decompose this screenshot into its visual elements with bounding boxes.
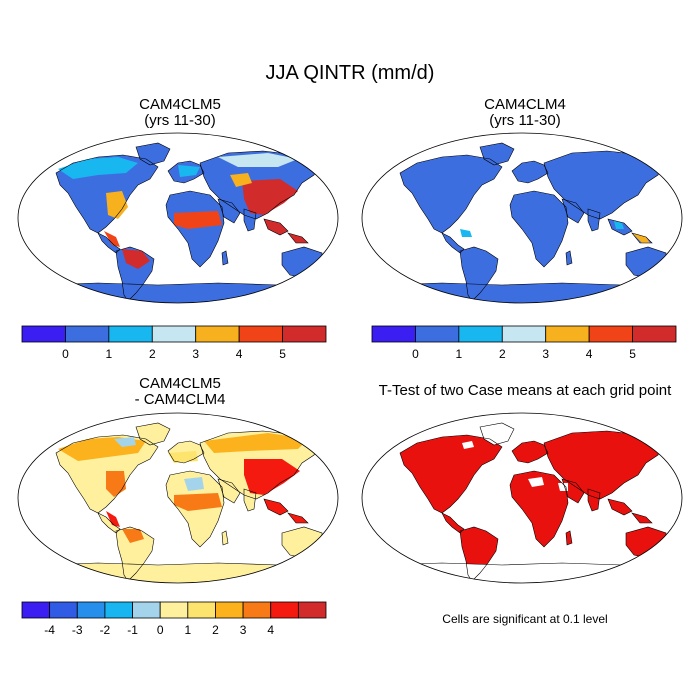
colorbar-diff-tick-label: 2	[212, 623, 219, 637]
colorbar-left-swatch	[151, 325, 197, 343]
patch-red-central-america	[104, 231, 120, 247]
patch-nonsig-greenland	[480, 423, 514, 445]
colorbar-diff-swatch	[270, 601, 299, 619]
colorbar-left-swatch	[282, 325, 327, 343]
panel-title-top-left: CAM4CLM5 (yrs 11-30)	[50, 97, 310, 129]
colorbar-left-tick-label: 5	[279, 347, 286, 361]
colorbar-right-swatch	[501, 325, 547, 343]
patch-red-central-america	[106, 511, 120, 527]
panel-title-top-right-line2: (yrs 11-30)	[489, 112, 561, 129]
patch-nonsig-arctic	[462, 441, 474, 449]
colorbar-diff-swatch	[21, 601, 51, 619]
panel-title-top-left-line1: CAM4CLM5	[139, 96, 221, 113]
colorbar-right-tick-label: 2	[499, 347, 506, 361]
colorbar-left-swatch	[195, 325, 240, 343]
colorbar-right: 0 1 2 3 4 5	[371, 325, 677, 361]
globe-outline	[17, 132, 339, 304]
colorbar-right-tick-label: 1	[456, 347, 463, 361]
colorbar-diff-swatch	[242, 601, 272, 619]
colorbar-right-swatch	[588, 325, 633, 343]
colorbar-left-tick-label: 3	[192, 347, 199, 361]
colorbar-left-swatch	[65, 325, 110, 343]
panel-title-top-right-line1: CAM4CLM4	[484, 96, 566, 113]
colorbar-diff-swatch	[297, 601, 327, 619]
patch-yellow-europe	[168, 451, 198, 463]
patch-orange-indonesia	[632, 233, 650, 243]
patch-orange-siberia	[204, 433, 308, 453]
colorbar-left-tick-label: 1	[106, 347, 113, 361]
globe-outline	[361, 412, 683, 584]
patch-orange-amazon	[122, 529, 144, 543]
patch-orange-sahel	[174, 493, 222, 511]
colorbar-diff-tick-label: 4	[267, 623, 274, 637]
colorbar-diff-swatch	[159, 601, 189, 619]
patch-red-indonesia	[264, 219, 308, 243]
colorbar-right-swatch	[545, 325, 590, 343]
panel-title-bottom-left-line1: CAM4CLM5	[139, 375, 221, 392]
colorbar-right-swatch	[632, 325, 677, 343]
patch-red-indonesia	[264, 499, 308, 523]
patch-red-sahel	[174, 211, 222, 229]
patch-orange-us	[106, 191, 128, 219]
patch-light-sea	[614, 221, 624, 229]
colorbar-diff-tick-label: 1	[184, 623, 191, 637]
colorbar-diff-tick-label: 3	[240, 623, 247, 637]
colorbar-diff: -4 -3 -2 -1 0 1 2 3 4	[21, 601, 327, 637]
colorbar-left: 0 1 2 3 4 5	[21, 325, 327, 361]
significance-note: Cells are significant at 0.1 level	[442, 612, 608, 626]
patch-red-amazon	[122, 249, 150, 269]
colorbar-left-swatch	[108, 325, 153, 343]
patch-pale-siberia	[218, 153, 298, 167]
panel-title-top-left-line2: (yrs 11-30)	[144, 112, 216, 129]
colorbar-right-tick-label: 4	[586, 347, 593, 361]
colorbar-right-swatch	[415, 325, 460, 343]
colorbar-diff-swatch	[215, 601, 244, 619]
patch-light-eu	[178, 165, 200, 177]
panel-title-bottom-left-line2: - CAM4CLM4	[134, 391, 226, 408]
globe-outline	[361, 132, 683, 304]
colorbar-diff-tick-label: -1	[127, 623, 138, 637]
colorbar-diff-tick-label: -3	[72, 623, 83, 637]
map-bottom-left	[17, 412, 339, 584]
colorbar-right-tick-label: 3	[542, 347, 549, 361]
patch-light-caribbean	[460, 229, 472, 237]
colorbar-diff-swatch	[49, 601, 78, 619]
colorbar-left-tick-label: 0	[62, 347, 69, 361]
colorbar-diff-swatch	[76, 601, 106, 619]
colorbar-diff-tick-label: 0	[157, 623, 164, 637]
colorbar-left-tick-label: 4	[236, 347, 243, 361]
colorbar-left-tick-label: 2	[149, 347, 156, 361]
colorbar-diff-tick-label: -2	[100, 623, 111, 637]
globe-outline	[17, 412, 339, 584]
patch-red-asia	[242, 179, 298, 215]
colorbar-diff-swatch	[132, 601, 161, 619]
patch-blue-arctic	[114, 437, 136, 447]
colorbar-diff-swatch	[104, 601, 133, 619]
map-top-right	[361, 132, 683, 304]
panel-title-bottom-right: T-Test of two Case means at each grid po…	[378, 382, 672, 399]
patch-red-asia	[244, 459, 300, 495]
panel-title-top-right: CAM4CLM4 (yrs 11-30)	[395, 97, 655, 129]
colorbar-right-tick-label: 0	[412, 347, 419, 361]
colorbar-diff-swatch	[187, 601, 216, 619]
patch-light-na	[58, 157, 138, 179]
map-top-left	[17, 132, 339, 304]
colorbar-right-swatch	[371, 325, 416, 343]
map-bottom-right	[361, 412, 683, 584]
patch-orange-central-asia	[230, 173, 252, 187]
patch-nonsig-antarctica	[382, 563, 662, 583]
patch-blue-sahara	[184, 477, 204, 491]
colorbar-right-swatch	[458, 325, 503, 343]
colorbar-left-swatch	[238, 325, 283, 343]
figure-title: JJA QINTR (mm/d)	[265, 62, 435, 84]
colorbar-diff-tick-label: -4	[44, 623, 55, 637]
colorbar-left-swatch	[21, 325, 66, 343]
patch-nonsig-sahara	[528, 477, 544, 487]
panel-title-bottom-left: CAM4CLM5 - CAM4CLM4	[50, 376, 310, 408]
colorbar-right-tick-label: 5	[629, 347, 636, 361]
